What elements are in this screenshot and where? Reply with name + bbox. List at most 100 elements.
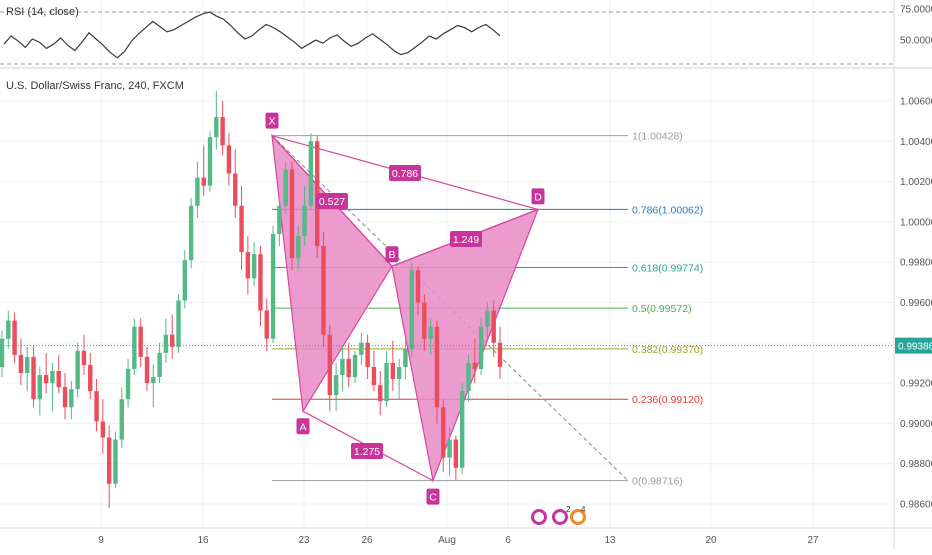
candles [0, 90, 503, 509]
candle-body [106, 437, 112, 484]
fib-level-label: 0.5(0.99572) [632, 303, 692, 315]
candle-body [233, 173, 238, 206]
y-tick-label: 1.00600 [900, 97, 932, 108]
fib-level-label: 0.786(1.00062) [632, 204, 703, 216]
candle-body [422, 302, 427, 339]
harmonic-pattern[interactable] [271, 133, 540, 483]
candle-body [119, 399, 124, 440]
candle-body [81, 350, 87, 365]
candle-body [37, 375, 43, 400]
event-flag-inner-icon [573, 512, 583, 522]
candle-body [277, 205, 282, 234]
fib-retracement[interactable]: 1(1.00428) 0.786(1.00062) 0.618(0.99774) 0.… [271, 131, 703, 488]
ratio-label: 1.275 [354, 446, 380, 458]
event-flag-inner-icon [555, 512, 565, 522]
candle-body [359, 342, 364, 355]
point-label-badge [385, 246, 399, 263]
candle-body [195, 177, 200, 206]
candle-body [62, 387, 68, 408]
point-label: X [268, 116, 275, 128]
candle-body [403, 348, 408, 367]
candle-body [283, 169, 288, 206]
x-tick-label: 13 [604, 535, 616, 546]
candle-body [50, 371, 55, 384]
candle-body [214, 117, 219, 138]
rsi-level-label: 75.0000 [900, 5, 932, 16]
candle-body [100, 421, 106, 438]
ratio-label-badge [316, 193, 348, 209]
candle-body [447, 439, 452, 458]
candle-body [220, 117, 225, 146]
pattern-labels: X A B C D 0.786 0.527 1.249 1.275 [265, 112, 545, 505]
candle-body [207, 137, 213, 186]
last-price-label: 0.99386 [898, 342, 932, 353]
candle-body [485, 310, 490, 327]
candle-body [94, 391, 99, 422]
candle-body [176, 300, 181, 347]
candle-body [453, 439, 459, 468]
point-label: D [534, 191, 542, 203]
candle-body [182, 260, 188, 301]
economic-events-icon[interactable]: 2 4 [531, 505, 586, 525]
candle-body [132, 326, 137, 369]
fib-level-label: 0.382(0.99370) [632, 344, 703, 356]
candle-body [270, 233, 276, 339]
y-tick-label: 1.00400 [900, 137, 932, 148]
candle-body [258, 254, 263, 311]
x-tick-label: 20 [705, 535, 717, 546]
candle-body [478, 326, 484, 369]
candle-body [6, 320, 11, 339]
candle-body [251, 254, 257, 279]
ratio-label: 0.527 [319, 196, 345, 208]
candle-body [346, 358, 351, 378]
point-label-badge [265, 112, 279, 129]
candle-body [378, 385, 383, 402]
event-count-label: 2 [566, 505, 571, 514]
candle-body [157, 352, 162, 378]
candle-body [226, 145, 232, 174]
last-price-badge [895, 337, 932, 354]
candle-body [170, 334, 175, 347]
candle-body [125, 368, 131, 400]
candle-body [31, 356, 36, 400]
x-tick-label: 6 [505, 535, 511, 546]
x-tick-label: 27 [807, 535, 819, 546]
x-tick-label: 23 [298, 535, 310, 546]
x-tick-label: 9 [98, 535, 104, 546]
candle-body [365, 342, 370, 367]
candle-body [321, 246, 326, 335]
candle-body [88, 364, 93, 392]
candle-body [201, 177, 206, 186]
candle-body [409, 270, 414, 349]
ratio-label-badge [351, 443, 383, 459]
candle-body [69, 389, 74, 408]
candle-body [415, 270, 421, 303]
fib-level-label: 0(0.98716) [632, 476, 683, 488]
candle-body [333, 375, 339, 396]
candle-body [434, 326, 440, 408]
point-label: A [299, 421, 306, 433]
candle-body [25, 356, 30, 374]
candle-body [491, 310, 496, 343]
candle-body [239, 205, 244, 253]
x-tick-label: 16 [197, 535, 209, 546]
candle-body [289, 169, 295, 259]
candle-body [151, 377, 156, 384]
candle-body [390, 362, 396, 380]
candle-body [12, 320, 17, 355]
candle-body [138, 326, 143, 357]
candle-body [459, 391, 465, 468]
candle-body [340, 358, 345, 376]
ratio-label-badge [389, 165, 421, 181]
event-flag-inner-icon [534, 512, 544, 522]
candle-body [56, 371, 61, 388]
candle-body [18, 354, 24, 374]
axes: 9 16 23 26 Aug 6 13 20 27 1.00600 1.00400 1.00200 1.… [0, 97, 932, 546]
